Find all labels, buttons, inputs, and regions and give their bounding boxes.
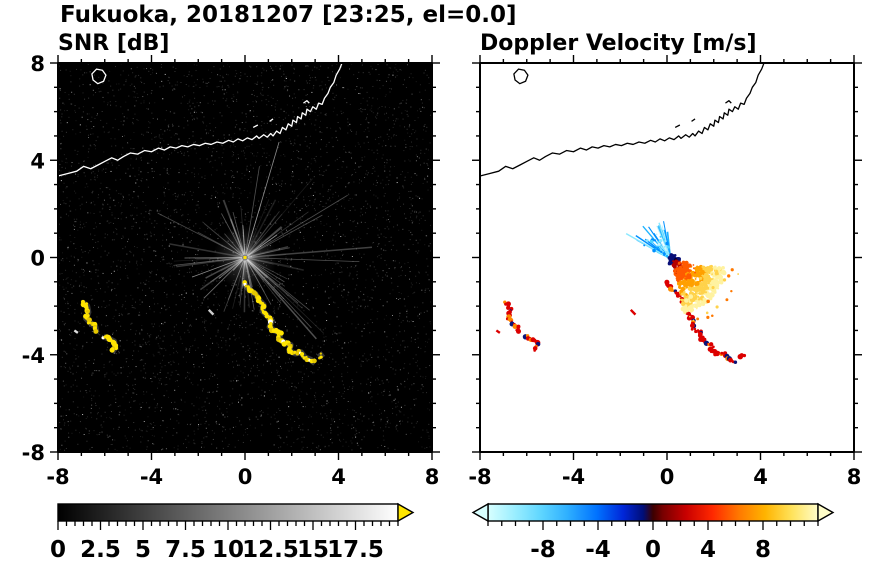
doppler-colorbar [452, 498, 870, 568]
snr-panel-title: SNR [dB] [58, 31, 170, 56]
doppler-panel-title: Doppler Velocity [m/s] [480, 31, 757, 56]
snr-colorbar [40, 498, 440, 568]
snr-ppi-plot [18, 55, 448, 500]
doppler-ppi-plot [452, 55, 870, 500]
figure-title: Fukuoka, 20181207 [23:25, el=0.0] [60, 2, 517, 28]
